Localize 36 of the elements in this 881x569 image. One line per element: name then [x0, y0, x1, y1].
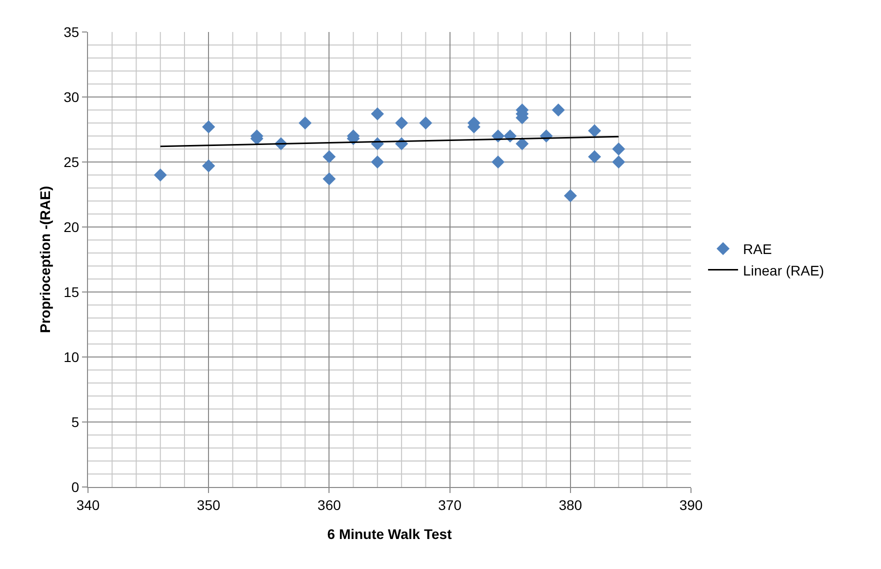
point — [552, 104, 565, 116]
x-tick-label: 390 — [679, 496, 703, 513]
point — [588, 150, 602, 164]
legend-label: Linear (RAE) — [743, 262, 824, 278]
y-tick-label: 30 — [64, 88, 80, 105]
x-tick-label: 350 — [196, 496, 220, 513]
y-tick-label: 5 — [71, 414, 80, 430]
y-tick-label: 25 — [64, 154, 80, 170]
point — [202, 120, 216, 134]
x-axis-title: 6 Minute Walk Test — [327, 526, 452, 542]
y-tick-label: 20 — [64, 218, 80, 235]
point — [419, 116, 432, 130]
point — [612, 156, 626, 168]
point — [154, 168, 167, 182]
point — [202, 159, 216, 172]
point — [322, 150, 336, 164]
x-tick-label: 340 — [76, 496, 100, 513]
legend-label: RAE — [743, 241, 772, 258]
point — [588, 124, 602, 138]
x-tick-label: 360 — [318, 496, 342, 513]
point — [298, 116, 312, 130]
point — [370, 156, 384, 168]
point — [322, 172, 336, 186]
x-tick-label: 370 — [438, 496, 462, 513]
x-tick-label: 380 — [558, 496, 582, 513]
point — [370, 107, 384, 120]
point — [516, 137, 529, 150]
y-tick-label: 15 — [64, 284, 80, 300]
y-tick-label: 0 — [71, 478, 80, 495]
point — [492, 156, 505, 168]
point — [395, 116, 408, 130]
y-axis-title: Proprioception -(RAE) — [37, 186, 53, 333]
y-tick-label: 10 — [64, 348, 80, 365]
point — [612, 142, 626, 156]
point — [564, 189, 577, 202]
y-tick-label: 35 — [64, 24, 80, 40]
